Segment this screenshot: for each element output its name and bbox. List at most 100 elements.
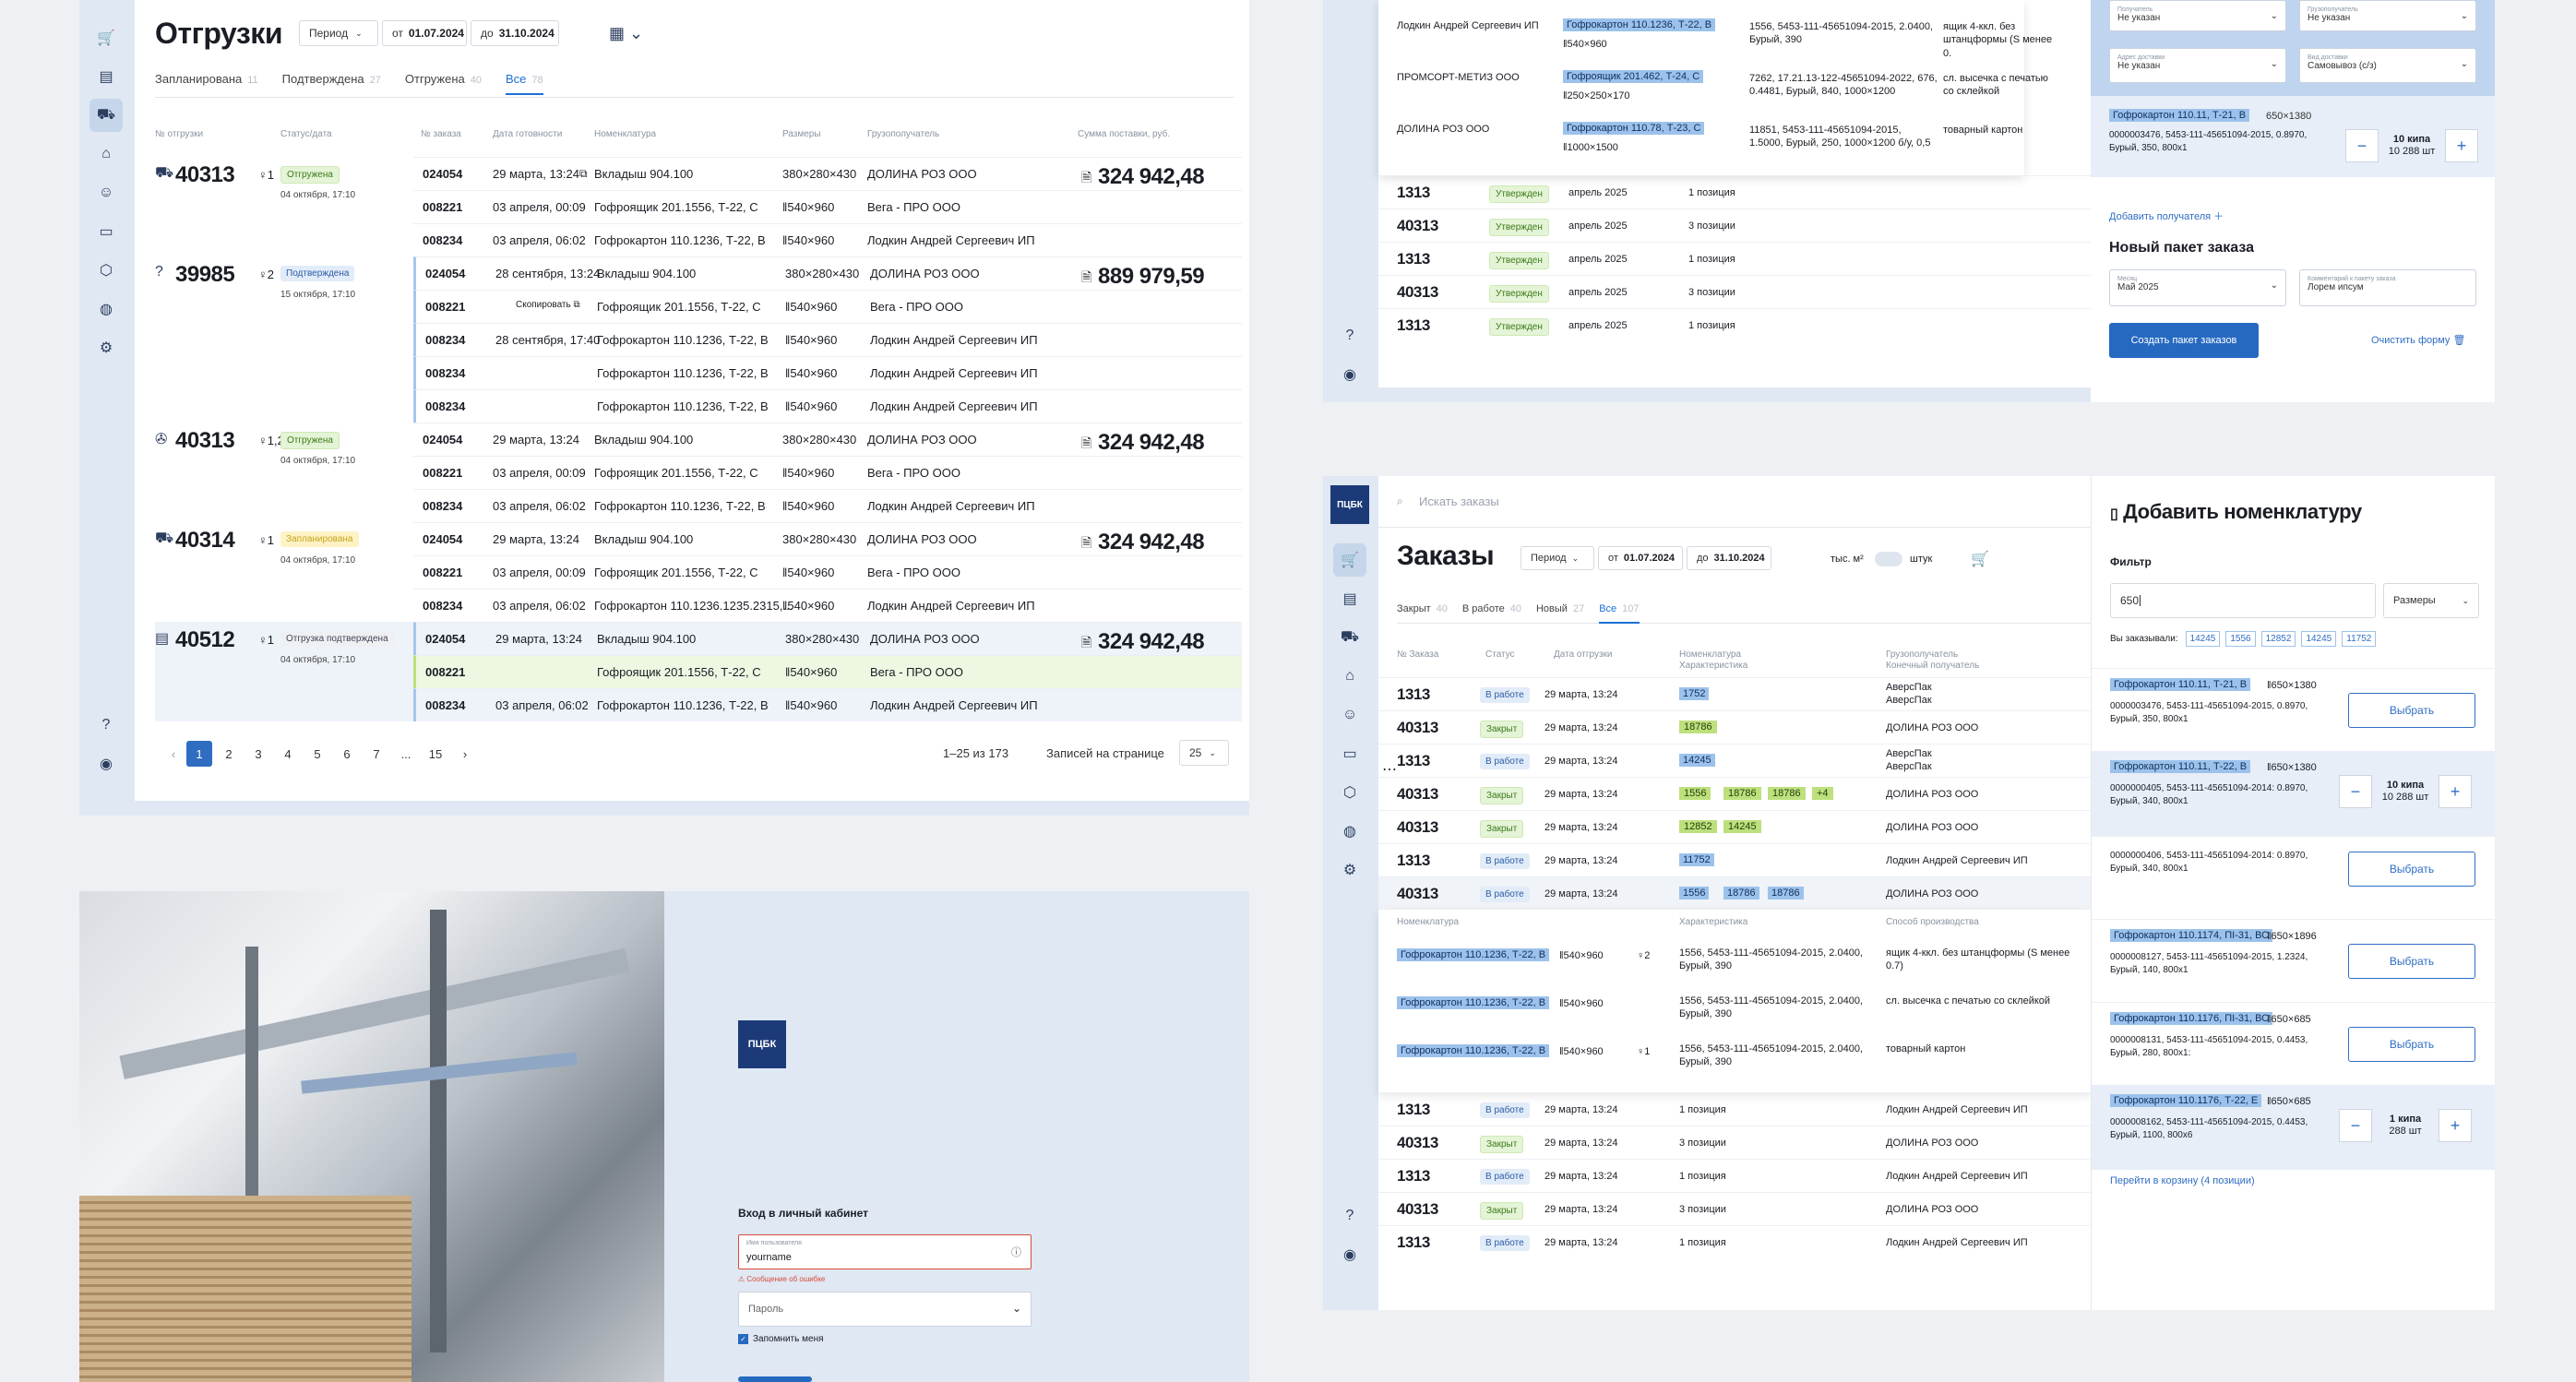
shipment-number[interactable]: 39985 — [175, 262, 235, 287]
select-button[interactable]: Выбрать — [2348, 944, 2475, 979]
order-row[interactable]: 40313 Закрыт 29 марта, 13:24 12852 14245 ДОЛИ… — [1378, 810, 2091, 843]
cart-icon[interactable]: 🛒 — [97, 30, 115, 46]
table-row[interactable]: 008234 03 апреля, 06:02 Гофрокартон 110.12… — [413, 688, 1242, 721]
select-button[interactable]: Выбрать — [2348, 693, 2475, 728]
truck-icon[interactable]: ⛟ — [89, 99, 123, 132]
page-5[interactable]: 5 — [314, 746, 321, 761]
shipment-number[interactable]: 40313 — [175, 428, 235, 453]
qty-stepper[interactable]: −1 кипа 288 шт + — [2339, 1109, 2472, 1142]
table-row[interactable]: 008221 03 апреля, 00:09 Гофроящик 201.1556… — [413, 456, 1242, 489]
ordered-chip[interactable]: 1556 — [2225, 631, 2256, 647]
orders-to[interactable]: до 31.10.2024 — [1687, 546, 1771, 570]
detail-row[interactable]: Гофрокартон 110.1236, Т-22, В ‖540×960 ♀2 1… — [1378, 943, 2091, 991]
detail-row[interactable]: Гофрокартон 110.1236, Т-22, В ‖540×960 155… — [1378, 991, 2091, 1039]
box-icon-3[interactable]: ⬡ — [1343, 785, 1356, 801]
minus-icon[interactable]: − — [2339, 1109, 2372, 1142]
table-row[interactable]: 008234 03 апреля, 06:02 Гофрокартон 110.12… — [413, 589, 1242, 622]
order-row[interactable]: 1313 В работе 29 марта, 13:24 1 позиция Лодк… — [1378, 1225, 2091, 1258]
order-row[interactable]: 1313 В работе 29 марта, 13:24 11752 Лодкин А… — [1378, 843, 2091, 876]
order-row[interactable]: 40313 Закрыт 29 марта, 13:24 18786 ДОЛИНА РО… — [1378, 710, 2091, 744]
shipment-number[interactable]: 40314 — [175, 528, 235, 553]
orders-from[interactable]: от 01.07.2024 — [1598, 546, 1683, 570]
unit-toggle[interactable] — [1875, 552, 1902, 566]
chat-icon[interactable]: ▭ — [99, 224, 113, 240]
table-row[interactable]: 008221 Гофроящик 201.1556, Т-22, С ‖540×96… — [413, 655, 1242, 688]
table-row[interactable]: 008234 28 сентября, 17:40 Гофрокартон 110.… — [413, 323, 1242, 356]
select-button[interactable]: Выбрать — [2348, 852, 2475, 887]
help-icon[interactable]: ? — [101, 717, 111, 733]
order-row[interactable]: 40313 Закрыт 29 марта, 13:24 1556 18786 18786… — [1378, 777, 2091, 810]
calendar-icon[interactable]: ▦ ⌄ — [609, 24, 644, 42]
clear-form-link[interactable]: Очистить форму 🗑 — [2371, 335, 2466, 346]
orders-tab-2[interactable]: Новый 27 — [1535, 603, 1585, 614]
detail-row[interactable]: Гофрокартон 110.1236, Т-22, В ‖540×960 ♀1 1… — [1378, 1039, 2091, 1087]
orders-tab-1[interactable]: В работе 40 — [1461, 603, 1521, 614]
create-package-button[interactable]: Создать пакет заказов — [2109, 323, 2259, 358]
table-row[interactable]: 008221 03 апреля, 00:09 Гофроящик 201.1556… — [413, 555, 1242, 589]
order-row[interactable]: 1313 Утвержден апрель 2025 1 позиция — [1378, 242, 2091, 275]
table-row[interactable]: 024054 28 сентября, 13:24 Вкладыш 904.100 3… — [413, 256, 1242, 290]
checkbox-icon[interactable]: ✓ — [738, 1334, 748, 1344]
order-row[interactable]: 40313 Закрыт 29 марта, 13:24 3 позиции ДОЛИН… — [1378, 1192, 2091, 1225]
date-from[interactable]: от 01.07.2024 — [382, 20, 467, 46]
page-15[interactable]: 15 — [428, 746, 443, 761]
profile-icon[interactable]: ◉ — [100, 757, 113, 772]
page-4[interactable]: 4 — [284, 746, 292, 761]
settings-icon-3[interactable]: ⚙ — [1342, 863, 1357, 878]
table-row[interactable]: 024054 29 марта, 13:24 Вкладыш 904.100 380×… — [413, 622, 1242, 655]
page-3[interactable]: 3 — [255, 746, 262, 761]
search-input[interactable]: Искать заказы — [1419, 494, 1499, 508]
order-row[interactable]: 40313 Утвержден апрель 2025 3 позиции — [1378, 275, 2091, 308]
select-button[interactable]: Выбрать — [2348, 1027, 2475, 1062]
recipient-select[interactable]: Получатель Не указан ⌄ — [2109, 0, 2286, 31]
clipboard-icon-3[interactable]: ▤ — [1342, 591, 1357, 607]
help-icon-2[interactable]: ? — [1345, 328, 1354, 343]
address-select[interactable]: Адрес доставки Не указан ⌄ — [2109, 48, 2286, 83]
page-1[interactable]: 1 — [186, 741, 212, 767]
page-...[interactable]: ... — [400, 746, 411, 761]
chat-icon-3[interactable]: ▭ — [1342, 746, 1357, 762]
order-row[interactable]: 1313 В работе 29 марта, 13:24 1752 АверсПак А… — [1378, 677, 2091, 710]
table-row[interactable]: 024054 29 марта, 13:24 ⧉ Вкладыш 904.100 380… — [413, 157, 1242, 190]
profile-icon-2[interactable]: ◉ — [1343, 367, 1356, 383]
tab-3[interactable]: Все 78 — [506, 72, 543, 95]
box-icon[interactable]: ⬡ — [100, 263, 113, 279]
plus-icon[interactable]: + — [2445, 129, 2478, 162]
prev-icon[interactable]: ‹ — [171, 746, 176, 761]
delivery-select[interactable]: Вид доставки Самовывоз (с/з) ⌄ — [2299, 48, 2476, 83]
table-row[interactable]: 008234 Гофрокартон 110.1236, Т-22, В ‖540×… — [413, 389, 1242, 423]
sizes-select[interactable]: Размеры ⌄ — [2383, 583, 2479, 618]
ordered-chip[interactable]: 11752 — [2342, 631, 2377, 647]
truck-icon-3[interactable]: ⛟ — [1340, 629, 1360, 645]
support-icon[interactable]: ◍ — [100, 302, 113, 317]
comment-input[interactable]: Комментарий к пакету заказа Лорем ипсум — [2299, 269, 2476, 306]
plus-icon[interactable]: + — [2439, 1109, 2472, 1142]
table-row[interactable]: 024054 29 марта, 13:24 Вкладыш 904.100 380×… — [413, 423, 1242, 456]
shipment-number[interactable]: 40512 — [175, 627, 235, 652]
order-row[interactable]: 40313 Утвержден апрель 2025 3 позиции — [1378, 208, 2091, 242]
cart-icon-4[interactable]: 🛒 — [1971, 552, 1989, 567]
remember-checkbox[interactable]: ✓ Запомнить меня — [738, 1334, 824, 1344]
ordered-chip[interactable]: 14245 — [2185, 631, 2221, 647]
period-select[interactable]: Период ⌄ — [299, 20, 378, 46]
shipment-number[interactable]: 40313 — [175, 162, 235, 187]
order-row[interactable]: 40313 Закрыт 29 марта, 13:24 3 позиции ДОЛИН… — [1378, 1126, 2091, 1159]
settings-icon[interactable]: ⚙ — [99, 340, 113, 356]
table-row[interactable]: 024054 29 марта, 13:24 Вкладыш 904.100 380×… — [413, 522, 1242, 555]
next-icon[interactable]: › — [462, 746, 468, 761]
profile-icon-3[interactable]: ◉ — [1343, 1247, 1356, 1263]
table-row[interactable]: 008234 03 апреля, 06:02 Гофрокартон 110.12… — [413, 489, 1242, 522]
table-row[interactable]: 008221 03 апреля, 00:09 Гофроящик 201.1556… — [413, 190, 1242, 223]
help-icon-3[interactable]: ? — [1345, 1208, 1354, 1223]
qty-stepper[interactable]: −10 кипа 10 288 шт + — [2345, 129, 2478, 162]
order-row[interactable]: 40313 В работе 29 марта, 13:24 1556 18786 187… — [1378, 876, 2091, 910]
more-icon[interactable]: ⋯ — [1382, 762, 1397, 778]
ordered-chip[interactable]: 14245 — [2301, 631, 2337, 647]
tab-1[interactable]: Подтверждена 27 — [281, 72, 381, 86]
page-6[interactable]: 6 — [343, 746, 351, 761]
warehouse-icon-3[interactable]: ⌂ — [1345, 668, 1354, 684]
login-button[interactable] — [738, 1376, 812, 1382]
orders-period[interactable]: Период ⌄ — [1521, 546, 1594, 570]
password-field[interactable]: Пароль ⌄ — [738, 1292, 1032, 1327]
page-2[interactable]: 2 — [225, 746, 233, 761]
